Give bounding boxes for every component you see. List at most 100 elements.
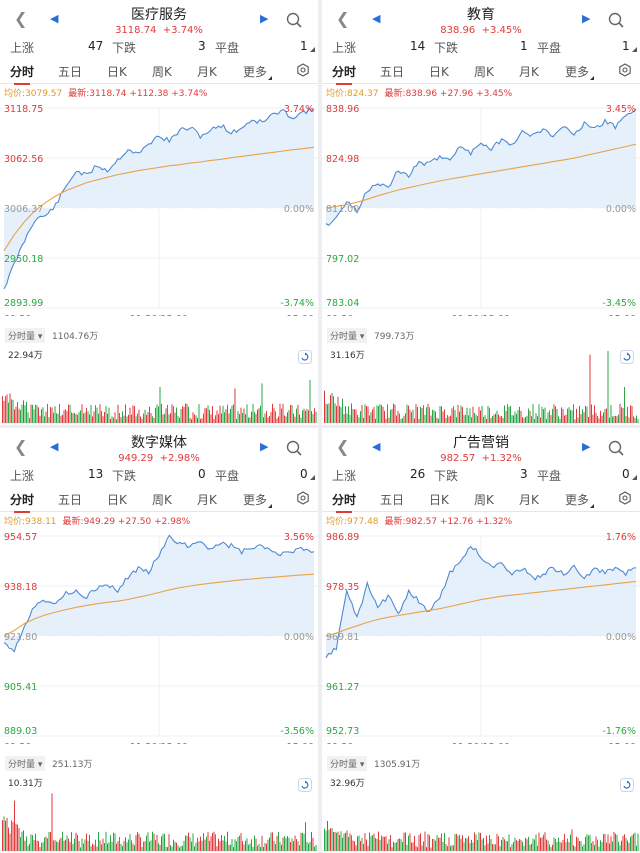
next-sector-icon[interactable]: ▶ [582, 12, 591, 25]
back-icon[interactable]: ❮ [336, 9, 350, 28]
refresh-icon[interactable] [298, 350, 312, 364]
volume-bar [206, 408, 207, 423]
tab-5[interactable]: 更多 [243, 493, 268, 507]
volume-selector-label: 分时量 [330, 760, 358, 770]
tab-4[interactable]: 月K [519, 493, 539, 507]
volume-bar [104, 412, 105, 423]
volume-bar [291, 838, 293, 851]
breadth-flat: 1 [300, 39, 308, 53]
tab-0[interactable]: 分时 [10, 493, 35, 513]
prev-sector-icon[interactable]: ◀ [50, 12, 59, 25]
avg-price-line [325, 143, 637, 209]
volume-bar [218, 414, 219, 423]
back-icon[interactable]: ❮ [14, 9, 28, 28]
volume-bar [333, 396, 334, 423]
volume-selector[interactable]: 分时量 ▾ [327, 756, 368, 771]
tab-5[interactable]: 更多 [565, 65, 590, 79]
y-axis-label: 961.27 [326, 682, 359, 693]
breadth-down: 0 [198, 467, 206, 481]
volume-selector[interactable]: 分时量 ▾ [5, 328, 46, 343]
back-icon[interactable]: ❮ [336, 437, 350, 456]
refresh-icon[interactable] [620, 778, 634, 792]
volume-bar [282, 403, 284, 423]
intraday-chart[interactable]: 954.57 938.18 921.80 905.41 889.03 3.56% 0.00%… [0, 524, 318, 744]
intraday-chart[interactable]: 3118.75 3062.56 3006.37 2950.18 2893.99 3.74%… [0, 96, 318, 316]
tab-1[interactable]: 五日 [58, 493, 83, 507]
breadth-up: 14 [410, 39, 426, 53]
settings-icon[interactable] [618, 63, 632, 77]
prev-sector-icon[interactable]: ◀ [372, 12, 381, 25]
volume-bar [234, 839, 236, 851]
settings-icon[interactable] [296, 491, 310, 505]
volume-bar [93, 844, 95, 851]
tab-0[interactable]: 分时 [332, 65, 357, 85]
tab-0[interactable]: 分时 [10, 65, 35, 85]
volume-selector[interactable]: 分时量 ▾ [327, 328, 368, 343]
volume-bar [273, 408, 275, 423]
volume-bar [192, 412, 194, 423]
tab-3[interactable]: 周K [152, 65, 172, 79]
y-axis-label: 797.02 [326, 254, 359, 265]
volume-selector[interactable]: 分时量 ▾ [5, 756, 46, 771]
volume-chart [0, 379, 318, 424]
next-sector-icon[interactable]: ▶ [260, 12, 269, 25]
tab-2[interactable]: 日K [429, 65, 449, 79]
volume-selector-label: 分时量 [330, 332, 358, 342]
prev-sector-icon[interactable]: ◀ [50, 440, 59, 453]
search-icon[interactable] [608, 440, 624, 456]
tab-4[interactable]: 月K [197, 493, 217, 507]
volume-bar [96, 846, 98, 851]
intraday-chart[interactable]: 838.96 824.98 811.00 797.02 783.04 3.45% 0.00%… [322, 96, 640, 316]
volume-bar [400, 418, 402, 423]
tab-5[interactable]: 更多 [565, 493, 590, 507]
tab-4[interactable]: 月K [519, 65, 539, 79]
volume-bar [465, 414, 466, 423]
search-icon[interactable] [286, 440, 302, 456]
tab-1[interactable]: 五日 [380, 493, 405, 507]
volume-bar [182, 406, 183, 423]
refresh-icon[interactable] [298, 778, 312, 792]
tab-2[interactable]: 日K [107, 493, 127, 507]
volume-bar [561, 842, 562, 851]
volume-bar [95, 839, 96, 851]
tab-1[interactable]: 五日 [58, 65, 83, 79]
volume-bar [435, 840, 436, 851]
tab-0[interactable]: 分时 [332, 493, 357, 513]
intraday-chart[interactable]: 986.89 978.35 969.81 961.27 952.73 1.76% 0.00%… [322, 524, 640, 744]
volume-bar [352, 409, 354, 423]
tab-5[interactable]: 更多 [243, 65, 268, 79]
dropdown-icon: ▾ [357, 760, 365, 770]
corner-indicator [632, 47, 637, 52]
volume-bar [343, 833, 345, 851]
tab-4[interactable]: 月K [197, 65, 217, 79]
volume-bar [364, 833, 366, 851]
volume-bar [621, 840, 622, 851]
tab-3[interactable]: 周K [474, 493, 494, 507]
volume-bar [212, 406, 213, 423]
prev-sector-icon[interactable]: ◀ [372, 440, 381, 453]
avg-price-line [3, 146, 315, 252]
refresh-icon[interactable] [620, 350, 634, 364]
search-icon[interactable] [286, 12, 302, 28]
tab-3[interactable]: 周K [474, 65, 494, 79]
volume-bar [327, 404, 328, 423]
volume-bar [182, 845, 183, 851]
volume-bar [537, 845, 538, 851]
next-sector-icon[interactable]: ▶ [260, 440, 269, 453]
volume-bar [294, 416, 296, 423]
search-icon[interactable] [608, 12, 624, 28]
tab-1[interactable]: 五日 [380, 65, 405, 79]
tab-2[interactable]: 日K [107, 65, 127, 79]
settings-icon[interactable] [618, 491, 632, 505]
volume-bar [340, 831, 342, 851]
next-sector-icon[interactable]: ▶ [582, 440, 591, 453]
volume-bar [538, 404, 540, 423]
volume-bar [300, 832, 302, 851]
settings-icon[interactable] [296, 63, 310, 77]
volume-bar [167, 847, 168, 851]
volume-bar [50, 407, 51, 423]
tab-3[interactable]: 周K [152, 493, 172, 507]
volume-bar [541, 837, 543, 851]
tab-2[interactable]: 日K [429, 493, 449, 507]
back-icon[interactable]: ❮ [14, 437, 28, 456]
